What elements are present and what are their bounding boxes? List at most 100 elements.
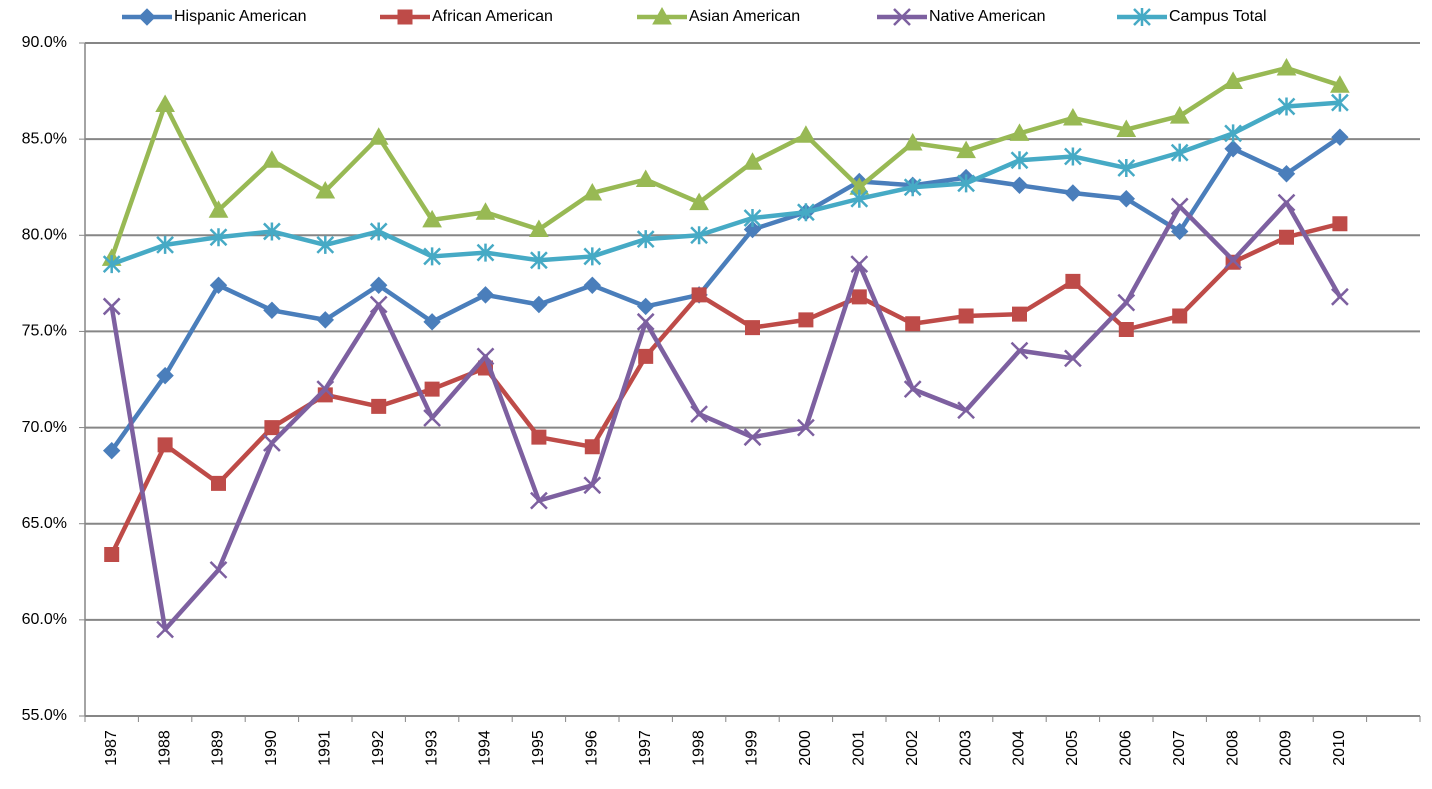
legend-marker — [397, 9, 413, 25]
data-point — [423, 409, 441, 427]
x-tick-label: 1989 — [210, 730, 227, 766]
series-line — [109, 200, 1342, 632]
data-point — [1064, 147, 1082, 166]
x-tick-label: 1993 — [423, 730, 440, 766]
data-point — [1330, 75, 1350, 93]
data-point — [369, 276, 388, 294]
data-point — [1331, 93, 1349, 112]
x-tick-label: 1994 — [477, 730, 494, 766]
y-tick-label: 65.0% — [22, 515, 67, 532]
data-point — [1277, 97, 1296, 116]
data-point — [369, 295, 388, 314]
data-point — [529, 219, 549, 238]
data-point — [689, 192, 709, 211]
data-point — [1331, 287, 1349, 306]
x-tick-label: 2001 — [851, 730, 868, 766]
data-point — [690, 405, 708, 423]
data-point — [1276, 57, 1297, 76]
data-point — [745, 320, 760, 336]
data-point — [957, 174, 975, 193]
data-point — [476, 347, 495, 366]
data-point — [316, 235, 335, 254]
data-point — [1224, 251, 1242, 270]
x-tick-label: 1999 — [744, 730, 761, 766]
legend-marker — [1133, 8, 1151, 26]
data-point — [1279, 229, 1294, 245]
data-point — [1010, 176, 1029, 194]
data-point — [530, 251, 548, 270]
data-point — [423, 313, 441, 331]
data-point — [263, 222, 281, 241]
series-line — [109, 221, 1341, 556]
data-point — [850, 189, 869, 208]
data-point — [582, 182, 603, 201]
x-tick-label: 2003 — [957, 730, 974, 766]
data-point — [956, 140, 976, 159]
series-line — [110, 100, 1341, 267]
data-point — [315, 181, 336, 199]
data-point — [743, 220, 762, 239]
data-point — [1332, 216, 1348, 232]
data-point — [262, 150, 282, 168]
data-point — [104, 546, 120, 562]
data-point — [264, 420, 280, 436]
data-point — [1010, 341, 1029, 360]
legend-label: Hispanic American — [174, 8, 307, 25]
data-point — [743, 428, 762, 447]
data-point — [1331, 128, 1349, 146]
data-point — [1277, 193, 1296, 212]
y-tick-label: 80.0% — [22, 227, 67, 244]
data-point — [635, 169, 656, 188]
data-point — [583, 476, 602, 495]
data-point — [903, 380, 922, 398]
data-point — [102, 441, 121, 460]
data-point — [209, 276, 228, 294]
data-point — [208, 200, 229, 218]
x-tick-label: 2008 — [1224, 730, 1241, 766]
data-point — [902, 132, 923, 151]
data-point — [798, 312, 814, 328]
legend-marker — [893, 8, 911, 26]
data-point — [423, 247, 441, 266]
data-point — [422, 209, 442, 228]
x-tick-label: 1996 — [584, 730, 601, 766]
data-point — [903, 178, 922, 197]
data-point — [584, 439, 600, 455]
data-point — [155, 94, 175, 113]
x-tick-label: 1987 — [103, 730, 120, 766]
data-point — [530, 491, 548, 510]
data-point — [424, 381, 440, 397]
data-point — [316, 380, 335, 398]
legend-marker — [652, 6, 672, 25]
data-point — [209, 560, 228, 579]
y-tick-label: 90.0% — [22, 34, 67, 51]
x-tick-label: 2009 — [1278, 730, 1295, 766]
data-point — [1117, 158, 1136, 177]
data-point — [371, 398, 387, 414]
data-point — [156, 235, 174, 254]
data-point — [1118, 322, 1134, 338]
data-point — [156, 366, 174, 385]
x-tick-label: 1988 — [156, 730, 173, 766]
data-point — [530, 295, 548, 314]
data-point — [851, 289, 867, 305]
x-tick-label: 1991 — [317, 730, 334, 766]
data-point — [1064, 184, 1082, 202]
data-point — [1223, 71, 1243, 89]
x-tick-label: 1992 — [370, 730, 387, 766]
data-point — [1063, 107, 1083, 126]
data-point — [102, 297, 121, 316]
legend-label: Native American — [929, 8, 1046, 25]
data-point — [1065, 273, 1081, 289]
x-tick-label: 1997 — [637, 730, 654, 766]
data-point — [636, 312, 655, 331]
x-tick-label: 2000 — [797, 730, 814, 766]
data-point — [476, 243, 495, 262]
data-point — [797, 418, 815, 437]
data-point — [1170, 197, 1189, 216]
legend-label: Campus Total — [1169, 8, 1267, 25]
data-point — [475, 202, 496, 220]
data-point — [1009, 123, 1030, 141]
legend-marker — [138, 8, 156, 26]
